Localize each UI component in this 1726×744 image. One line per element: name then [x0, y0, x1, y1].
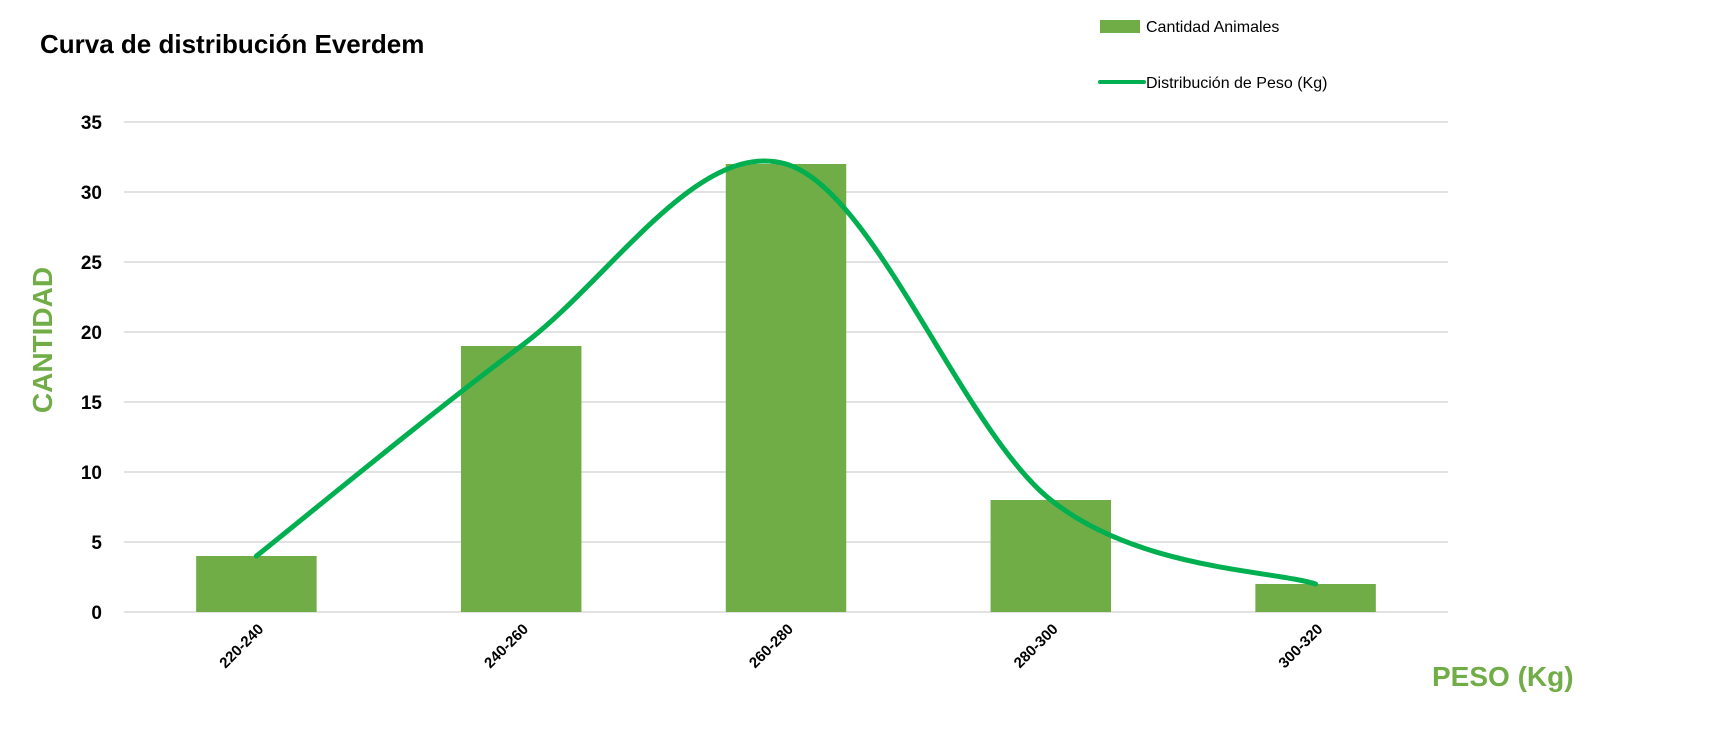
- legend-label-line: Distribución de Peso (Kg): [1146, 75, 1327, 92]
- x-tick-label: 220-240: [216, 621, 267, 672]
- x-axis-title: PESO (Kg): [1432, 661, 1574, 692]
- y-tick-label: 35: [81, 113, 103, 134]
- bar-series: [196, 164, 1376, 612]
- bar: [196, 556, 317, 612]
- legend: Cantidad Animales Distribución de Peso (…: [1098, 19, 1327, 92]
- bar: [990, 500, 1112, 612]
- y-axis-title: CANTIDAD: [27, 267, 58, 413]
- x-tick-label: 260-280: [746, 621, 797, 672]
- chart-title: Curva de distribución Everdem: [40, 29, 424, 59]
- y-tick-label: 5: [91, 533, 102, 554]
- bar: [1255, 584, 1376, 612]
- legend-bar-swatch: [1100, 20, 1140, 33]
- distribution-line: [253, 158, 1319, 587]
- y-tick-label: 15: [81, 393, 103, 414]
- bar: [725, 164, 847, 612]
- line-series: [253, 158, 1319, 587]
- y-tick-label: 20: [81, 323, 102, 344]
- x-tick-label: 300-320: [1275, 621, 1326, 672]
- x-tick-label: 280-300: [1011, 621, 1062, 672]
- legend-label-bars: Cantidad Animales: [1146, 19, 1279, 36]
- y-tick-label: 10: [81, 463, 102, 484]
- y-tick-label: 30: [81, 183, 102, 204]
- x-axis-ticks: 220-240 240-260 260-280 280-300 300-320: [216, 621, 1326, 672]
- bar: [460, 346, 582, 612]
- y-axis-ticks: 0 5 10 15 20 25 30 35: [81, 113, 103, 624]
- y-tick-label: 25: [81, 253, 103, 274]
- y-tick-label: 0: [91, 603, 102, 624]
- x-tick-label: 240-260: [481, 621, 532, 672]
